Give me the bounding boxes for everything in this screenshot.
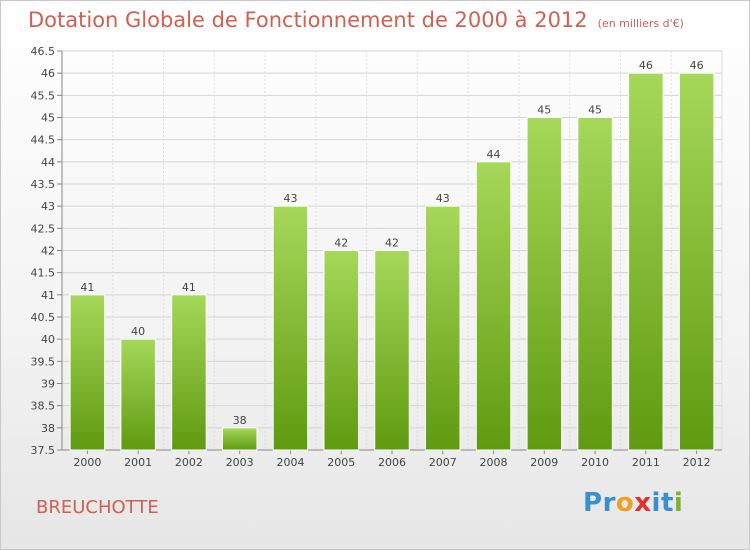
data-label: 44 xyxy=(487,148,501,161)
y-tick-label: 42 xyxy=(41,245,55,258)
y-tick-label: 38 xyxy=(41,422,55,435)
bars xyxy=(69,72,715,451)
logo-letter: i xyxy=(673,488,684,518)
data-label: 42 xyxy=(385,237,399,250)
logo-letter: t xyxy=(660,488,674,518)
x-tick-label: 2007 xyxy=(429,456,457,469)
x-tick-label: 2005 xyxy=(327,456,355,469)
x-tick-label: 2006 xyxy=(378,456,406,469)
logo-letter: x xyxy=(634,488,652,518)
x-tick-label: 2003 xyxy=(226,456,254,469)
y-tick-label: 43 xyxy=(41,200,55,213)
y-tick-label: 41 xyxy=(41,289,55,302)
y-tick-label: 37.5 xyxy=(31,444,56,457)
x-tick-label: 2011 xyxy=(632,456,660,469)
bar-2001 xyxy=(120,338,156,451)
bar-2005 xyxy=(323,250,359,451)
y-tick-label: 39.5 xyxy=(31,355,56,368)
data-label: 46 xyxy=(690,59,704,72)
logo-letter: o xyxy=(615,488,635,518)
bar-2010 xyxy=(577,117,613,451)
bar-2007 xyxy=(425,205,461,451)
chart-title: Dotation Globale de Fonctionnement de 20… xyxy=(28,8,684,32)
y-tick-label: 42.5 xyxy=(31,222,56,235)
proxiti-logo: Proxiti xyxy=(583,488,683,518)
bar-2002 xyxy=(171,294,207,451)
title-text: Dotation Globale de Fonctionnement de 20… xyxy=(28,8,588,32)
y-tick-label: 45.5 xyxy=(31,89,56,102)
x-tick-label: 2002 xyxy=(175,456,203,469)
commune-name: BREUCHOTTE xyxy=(36,497,159,518)
data-labels: 41 40 41 38 43 42 42 43 44 45 45 46 46 xyxy=(80,59,703,427)
x-tick-label: 2004 xyxy=(276,456,304,469)
bar-2006 xyxy=(374,250,410,451)
data-label: 45 xyxy=(537,104,551,117)
bar-2000 xyxy=(69,294,106,451)
x-tick-label: 2010 xyxy=(581,456,609,469)
data-label: 46 xyxy=(639,59,653,72)
y-tick-labels: 37.5 38 38.5 39 39.5 40 40.5 41 41.5 42 42.5 43 43.5… xyxy=(31,45,56,457)
y-tick-label: 44 xyxy=(41,156,55,169)
data-label: 43 xyxy=(283,192,297,205)
logo-letter: r xyxy=(602,488,616,518)
bar-2012 xyxy=(678,72,715,451)
bar-2011 xyxy=(628,72,664,451)
data-label: 42 xyxy=(334,237,348,250)
bar-2003 xyxy=(221,427,258,451)
data-label: 41 xyxy=(80,281,94,294)
x-tick-labels: 2000 2001 2002 2003 2004 2005 2006 2007 2008 2009… xyxy=(73,456,710,469)
y-tick-label: 46.5 xyxy=(31,45,56,58)
y-tick-label: 45 xyxy=(41,112,55,125)
x-tick-label: 2000 xyxy=(73,456,101,469)
y-tick-label: 41.5 xyxy=(31,267,56,280)
x-tick-label: 2001 xyxy=(124,456,152,469)
y-tick-label: 46 xyxy=(41,67,55,80)
bar-2004 xyxy=(272,205,309,451)
x-tick-label: 2012 xyxy=(683,456,711,469)
y-tick-label: 40.5 xyxy=(31,311,56,324)
data-label: 40 xyxy=(131,325,145,338)
bar-2008 xyxy=(475,161,512,451)
data-label: 45 xyxy=(588,104,602,117)
chart-subtitle: (en milliers d'€) xyxy=(597,17,684,30)
data-label: 38 xyxy=(233,414,247,427)
y-tick-label: 38.5 xyxy=(31,400,56,413)
x-tick-label: 2009 xyxy=(530,456,558,469)
x-tick-label: 2008 xyxy=(480,456,508,469)
bar-2009 xyxy=(526,117,563,451)
logo-letter: i xyxy=(651,488,661,518)
y-tick-label: 40 xyxy=(41,333,55,346)
data-label: 41 xyxy=(182,281,196,294)
y-tick-label: 39 xyxy=(41,378,55,391)
logo-letter: P xyxy=(583,488,603,518)
data-label: 43 xyxy=(436,192,450,205)
y-tick-label: 43.5 xyxy=(31,178,56,191)
y-tick-label: 44.5 xyxy=(31,134,56,147)
